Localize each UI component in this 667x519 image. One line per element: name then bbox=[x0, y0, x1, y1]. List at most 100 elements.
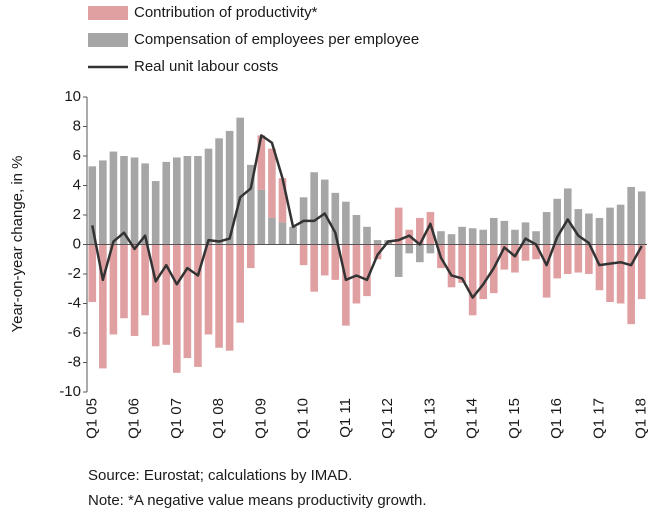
bar bbox=[426, 244, 435, 254]
bar bbox=[500, 244, 509, 270]
bar bbox=[574, 209, 583, 245]
y-tick-label: 0 bbox=[73, 235, 81, 252]
y-tick-label: 6 bbox=[73, 147, 81, 164]
bar bbox=[215, 244, 223, 348]
bar bbox=[595, 217, 604, 245]
bar bbox=[553, 198, 561, 245]
bar bbox=[363, 226, 371, 245]
x-tick-label: Q1 08 bbox=[210, 398, 227, 439]
bar bbox=[141, 244, 149, 316]
y-tick-label: 10 bbox=[64, 88, 81, 105]
bar bbox=[120, 244, 128, 319]
bar bbox=[88, 166, 97, 245]
bar bbox=[225, 130, 234, 245]
bar bbox=[99, 244, 107, 369]
bar bbox=[394, 244, 403, 277]
bar bbox=[289, 226, 297, 245]
bar bbox=[405, 244, 414, 254]
bar bbox=[331, 244, 340, 280]
bar bbox=[162, 244, 171, 345]
y-tick-label: 4 bbox=[73, 176, 81, 193]
bar bbox=[141, 163, 149, 245]
y-tick-label: -6 bbox=[68, 324, 81, 341]
y-tick-label: -2 bbox=[68, 265, 81, 282]
bar bbox=[637, 191, 646, 245]
bar bbox=[616, 204, 625, 245]
x-tick-label: Q1 12 bbox=[379, 398, 396, 439]
bar bbox=[511, 244, 519, 273]
legend-label: Contribution of productivity* bbox=[134, 4, 318, 21]
bar bbox=[204, 148, 213, 245]
legend-swatch bbox=[88, 33, 128, 47]
bar bbox=[532, 244, 540, 260]
x-tick-label: Q1 16 bbox=[548, 398, 565, 439]
bar bbox=[120, 156, 128, 245]
bar bbox=[151, 244, 160, 347]
bar bbox=[109, 244, 118, 335]
bar bbox=[352, 215, 361, 245]
line bbox=[91, 134, 643, 299]
x-tick-label: Q1 17 bbox=[590, 398, 607, 439]
bar bbox=[225, 244, 234, 351]
bar bbox=[468, 228, 477, 245]
bar bbox=[563, 244, 572, 274]
bar bbox=[320, 244, 329, 276]
bar bbox=[183, 156, 192, 245]
bar bbox=[542, 244, 551, 298]
bar bbox=[373, 244, 382, 260]
bar bbox=[447, 244, 456, 288]
bar bbox=[521, 222, 530, 245]
bar bbox=[532, 231, 540, 245]
x-tick-label: Q1 18 bbox=[633, 398, 650, 439]
bar bbox=[595, 244, 604, 291]
bar bbox=[553, 244, 561, 279]
x-tick-label: Q1 06 bbox=[126, 398, 143, 439]
bar bbox=[299, 244, 308, 266]
bar bbox=[489, 217, 498, 245]
bar bbox=[342, 244, 350, 326]
bar bbox=[511, 229, 519, 245]
bar bbox=[394, 207, 403, 245]
bar bbox=[215, 138, 223, 245]
x-tick-label: Q1 09 bbox=[252, 398, 269, 439]
bar bbox=[320, 179, 329, 245]
bar bbox=[310, 172, 318, 245]
bar bbox=[563, 188, 572, 245]
bar bbox=[437, 231, 445, 245]
bar bbox=[637, 244, 646, 300]
bar bbox=[310, 244, 318, 292]
bar bbox=[606, 244, 614, 303]
bar bbox=[194, 156, 202, 245]
x-tick-label: Q1 10 bbox=[295, 398, 312, 439]
bar bbox=[627, 186, 635, 245]
x-tick-label: Q1 05 bbox=[83, 398, 100, 439]
bar bbox=[426, 212, 435, 245]
bar bbox=[363, 244, 371, 297]
x-tick-label: Q1 14 bbox=[464, 398, 481, 439]
bar bbox=[130, 157, 139, 245]
footnote: Note: *A negative value means productivi… bbox=[88, 492, 427, 509]
bar bbox=[162, 161, 171, 245]
bar bbox=[257, 135, 266, 190]
bar bbox=[204, 244, 213, 335]
bar bbox=[194, 244, 202, 367]
x-tick-label: Q1 07 bbox=[168, 398, 185, 439]
bar bbox=[500, 220, 509, 245]
bar bbox=[627, 244, 635, 325]
x-tick-label: Q1 11 bbox=[337, 398, 354, 438]
bar bbox=[447, 234, 456, 245]
bar bbox=[278, 178, 287, 223]
bar bbox=[246, 244, 255, 269]
y-axis-label: Year-on-year change, in % bbox=[9, 155, 26, 332]
bar bbox=[88, 244, 97, 303]
bar bbox=[416, 217, 424, 245]
bar bbox=[236, 117, 245, 245]
bar bbox=[574, 244, 583, 273]
bar bbox=[173, 157, 181, 245]
bar bbox=[268, 148, 276, 218]
bar bbox=[416, 244, 424, 263]
bar bbox=[458, 244, 466, 283]
bar bbox=[352, 244, 361, 304]
bar bbox=[268, 217, 276, 245]
